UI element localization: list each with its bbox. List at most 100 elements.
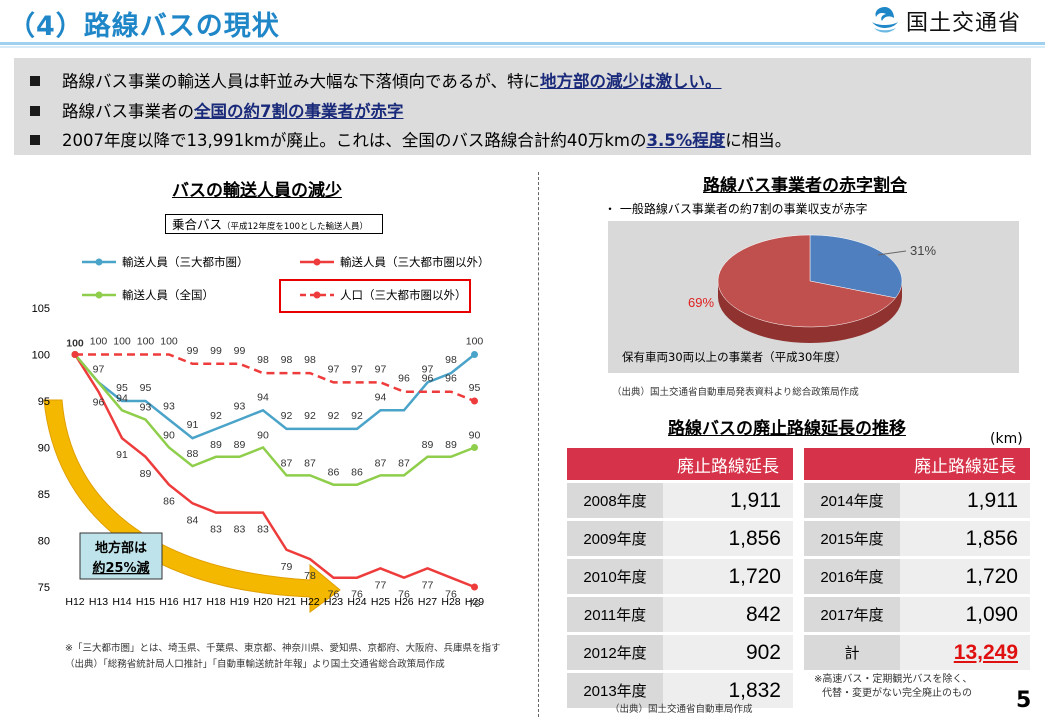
value-cell: 1,720 [663, 556, 793, 596]
data-label: 97 [351, 363, 363, 375]
line-chart-title: バスの輸送人員の減少 [172, 181, 342, 201]
data-label: 94 [116, 392, 128, 404]
value-cell: 842 [663, 594, 793, 634]
data-label: 95 [116, 382, 128, 394]
data-label: 100 [466, 336, 484, 348]
header-blank [804, 448, 900, 482]
data-label: 84 [187, 514, 199, 526]
data-label: 92 [281, 410, 293, 422]
data-label: 96 [422, 373, 434, 385]
callout-text-2: 約25%減 [92, 560, 149, 576]
pie-subcaption: 保有車両30両以上の事業者（平成30年度） [622, 350, 847, 364]
header-col: 廃止路線延長 [663, 448, 793, 482]
x-tick-label: H27 [418, 596, 437, 608]
data-label: 87 [375, 457, 387, 469]
summary-highlight: 全国の約7割の事業者が赤字 [194, 102, 404, 121]
table-note-2: 代替・変更がない完全廃止のもの [822, 688, 972, 699]
mlit-logo-icon [872, 7, 898, 33]
x-tick-label: H17 [183, 596, 202, 608]
x-tick-label: H13 [89, 596, 108, 608]
data-label: 86 [351, 467, 363, 479]
value-cell: 1,090 [900, 594, 1030, 634]
data-label: 99 [210, 345, 222, 357]
year-cell: 2013年度 [567, 670, 663, 708]
data-label: 94 [375, 391, 387, 403]
series-1: 96 91 89 86 84 83 83 83 79 78 76 76 77 76 77 76 75 [71, 351, 481, 610]
series-line [75, 353, 475, 403]
bullet-square-icon [30, 135, 40, 145]
abolished-table-right: 廃止路線延長 2014年度 1,911 2015年度 1,856 2016年度 1,720… [804, 448, 1030, 670]
data-label: 93 [234, 401, 246, 413]
x-tick-label: H15 [136, 596, 155, 608]
data-label: 94 [257, 391, 269, 403]
data-label: 89 [140, 468, 152, 480]
pie-slice [809, 234, 903, 299]
summary-row-3: 2007年度以降で13,991kmが廃止。これは、全国のバス路線合計約40万km… [30, 127, 791, 151]
data-point [471, 583, 478, 591]
value-cell: 1,911 [900, 480, 1030, 520]
data-label: 100 [66, 338, 84, 350]
pie-chart: 31% 69% [688, 234, 936, 343]
callout-text-1: 地方部は [95, 540, 147, 556]
y-tick-label: 95 [38, 396, 50, 408]
series-line [74, 353, 476, 440]
data-label: 79 [281, 561, 293, 573]
data-label: 97 [375, 363, 387, 375]
pie-side [718, 281, 902, 343]
data-label: 100 [160, 336, 178, 348]
table-row: 2008年度 1,911 [567, 480, 793, 520]
legend-label: 輸送人員（三大都市圏以外） [340, 255, 490, 269]
callout-box: 地方部は 約25%減 [79, 532, 163, 580]
data-label: 91 [116, 449, 128, 461]
data-label: 75 [469, 598, 481, 610]
pie-chart-title: 路線バス事業者の赤字割合 [703, 176, 907, 196]
data-label: 77 [422, 579, 434, 591]
x-axis: H12 H13 H14 H15 H16 H17 H18 H19 H20 H21 H22 H23 H24 H… [65, 596, 484, 608]
value-cell: 902 [663, 632, 793, 672]
x-tick-label: H14 [112, 596, 131, 608]
year-cell: 2010年度 [567, 556, 663, 596]
total-value: 13,249 [953, 640, 1018, 664]
data-label: 99 [187, 345, 199, 357]
data-label: 92 [304, 410, 316, 422]
year-cell: 2011年度 [567, 594, 663, 634]
data-label: 93 [163, 401, 175, 413]
data-label: 77 [375, 579, 387, 591]
data-point [71, 351, 79, 358]
table-row: 2013年度 1,832 [567, 670, 793, 708]
chart-source: （出典）「総務省統計局人口推計」「自動車輸送統計年報」より国土交通省総合政策局作… [65, 659, 445, 670]
table-note-1: ※高速バス・定期観光バスを除く、 [814, 674, 973, 685]
x-tick-label: H24 [347, 596, 366, 608]
data-label: 76 [351, 589, 363, 601]
value-cell: 1,720 [900, 556, 1030, 596]
summary-text: 路線バス事業者の [62, 102, 194, 121]
data-label: 97 [93, 363, 105, 375]
data-label: 89 [445, 439, 457, 451]
section-divider [538, 172, 539, 717]
summary-highlight: 地方部の減少は激しい。 [540, 72, 722, 91]
legend-label: 輸送人員（三大都市圏） [122, 255, 249, 269]
decline-arrow [43, 399, 341, 613]
value-cell: 1,856 [663, 518, 793, 558]
x-tick-label: H19 [230, 596, 249, 608]
value-cell: 1,911 [663, 480, 793, 520]
data-label: 86 [163, 496, 175, 508]
x-tick-label: H21 [277, 596, 296, 608]
value-cell: 1,856 [900, 518, 1030, 558]
header-rule [0, 42, 1045, 45]
data-label: 90 [163, 430, 175, 442]
data-label: 96 [93, 397, 105, 409]
year-cell: 2016年度 [804, 556, 900, 596]
table-row: 2014年度 1,911 [804, 480, 1030, 520]
series-layer: 100 97 95 95 93 91 92 93 94 92 92 92 92 94 97 98 100 96 91… [66, 336, 483, 611]
data-label: 98 [257, 354, 269, 366]
data-label: 100 [90, 336, 108, 348]
data-point [471, 397, 478, 405]
chart-legend: 輸送人員（三大都市圏） 輸送人員（三大都市圏以外） 輸送人員（全国） 人口（三大都市圏… [82, 255, 490, 302]
data-point [471, 444, 478, 451]
year-cell: 2014年度 [804, 480, 900, 520]
table-header-row: 廃止路線延長 [567, 448, 793, 482]
data-label: 95 [469, 382, 481, 394]
data-label: 83 [210, 524, 222, 536]
